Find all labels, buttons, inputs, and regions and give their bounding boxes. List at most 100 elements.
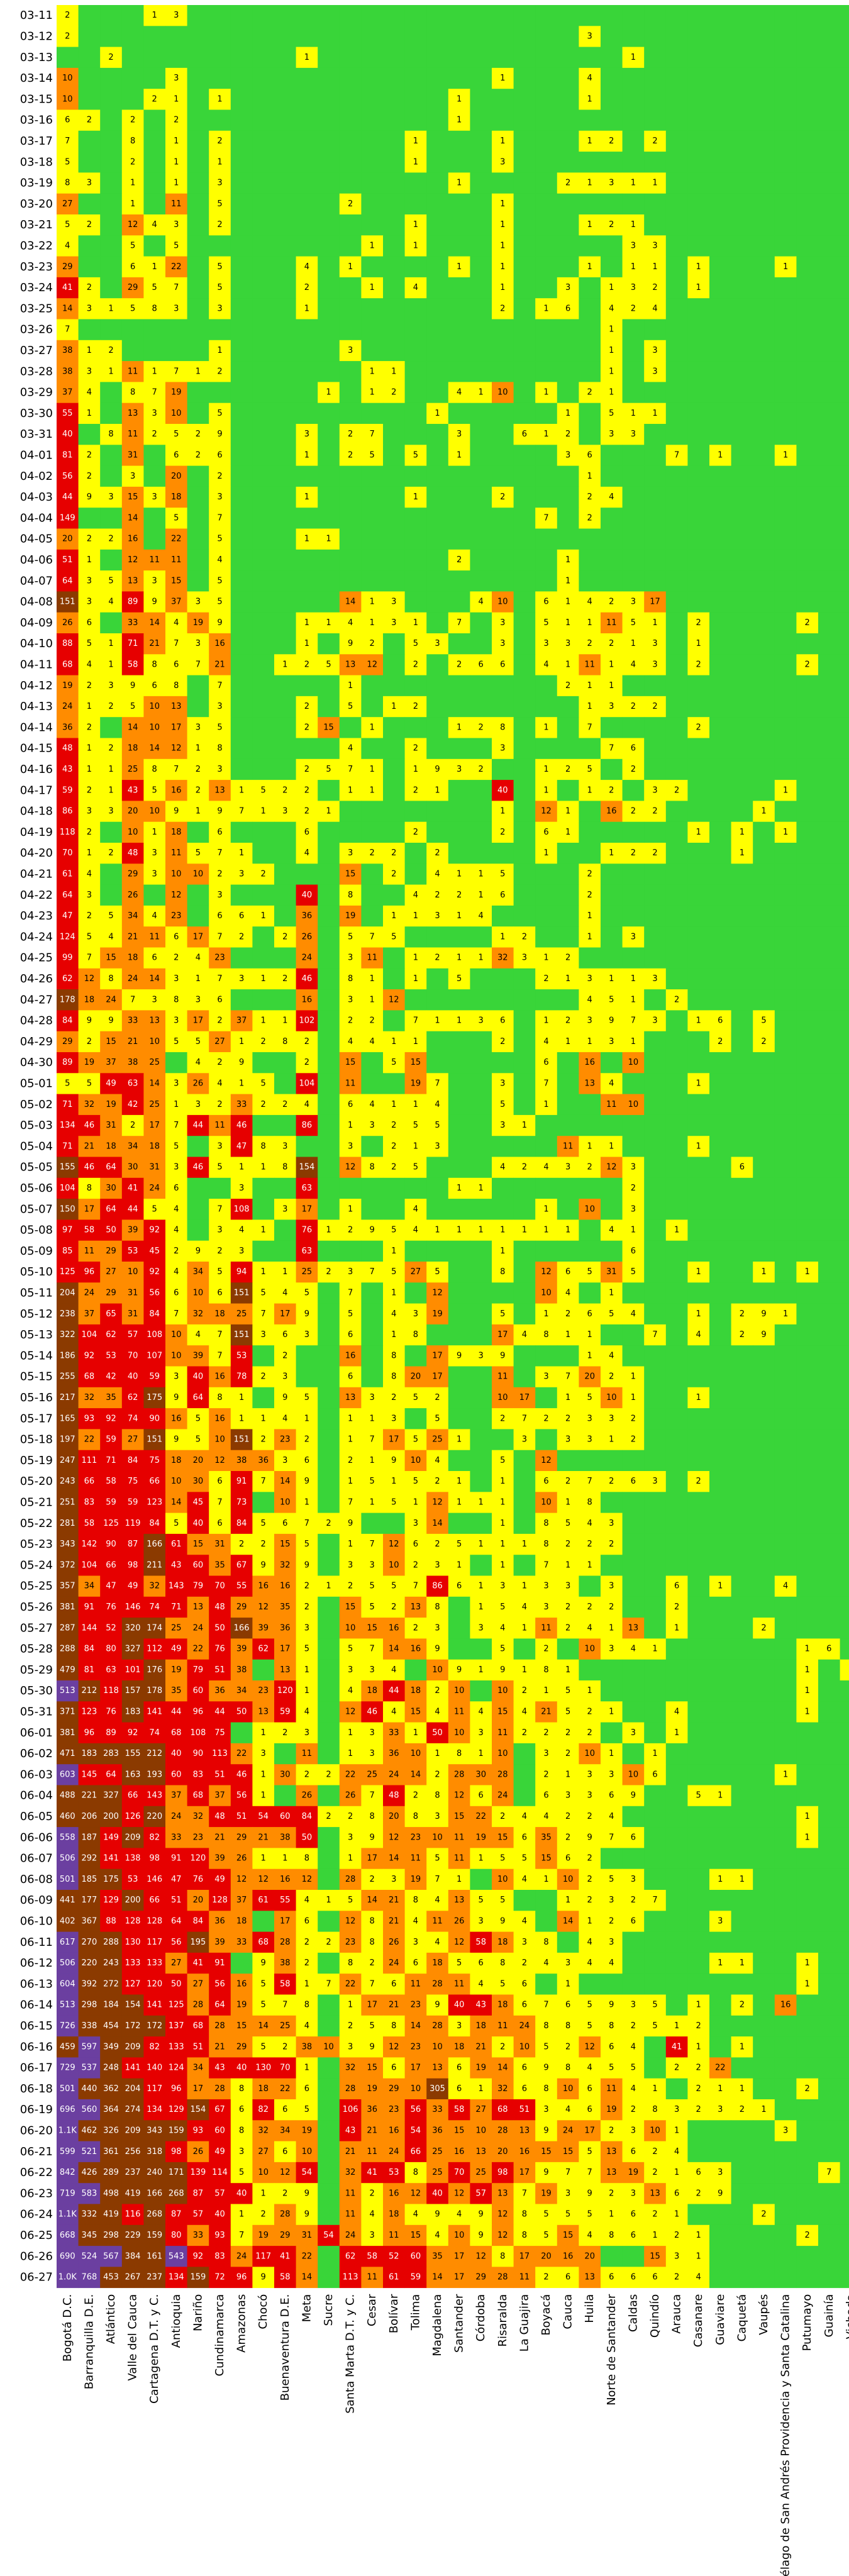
cell-value-label: 79 bbox=[193, 1665, 204, 1675]
heatmap-cell bbox=[318, 382, 340, 404]
cell-value-label: 3 bbox=[282, 1372, 287, 1382]
cell-value-label: 372 bbox=[60, 1560, 75, 1570]
cell-value-label: 6 bbox=[543, 1477, 548, 1486]
cell-value-label: 3 bbox=[543, 1372, 548, 1382]
heatmap-cell bbox=[57, 277, 79, 299]
cell-value-label: 44 bbox=[128, 1204, 138, 1214]
heatmap-cell bbox=[187, 214, 209, 236]
heatmap-cell bbox=[665, 1366, 688, 1388]
cell-value-label: 1 bbox=[500, 1519, 505, 1528]
cell-value-label: 119 bbox=[125, 1519, 141, 1528]
heatmap-cell bbox=[818, 193, 840, 215]
heatmap-cell bbox=[774, 382, 797, 404]
cell-value-label: 3 bbox=[87, 367, 92, 376]
heatmap-cell bbox=[557, 486, 579, 508]
heatmap-cell bbox=[709, 1701, 731, 1723]
heatmap-cell bbox=[252, 402, 275, 425]
cell-value-label: 1 bbox=[696, 1267, 701, 1277]
heatmap-cell bbox=[622, 821, 645, 843]
heatmap-cell bbox=[470, 1262, 492, 1283]
heatmap-cell bbox=[774, 1240, 797, 1262]
cell-value-label: 8 bbox=[500, 723, 505, 732]
heatmap-cell bbox=[753, 905, 775, 927]
cell-value-label: 5 bbox=[500, 1100, 505, 1109]
heatmap-cell bbox=[143, 298, 166, 319]
cell-value-label: 3 bbox=[196, 995, 201, 1004]
heatmap-cell bbox=[622, 947, 645, 969]
heatmap-cell bbox=[709, 758, 731, 780]
cell-value-label: 6 bbox=[479, 1791, 484, 1801]
heatmap-cell bbox=[252, 130, 275, 152]
heatmap-cell bbox=[796, 1492, 819, 1513]
cell-value-label: 113 bbox=[212, 1749, 228, 1758]
cell-value-label: 5 bbox=[435, 1121, 440, 1130]
heatmap-cell bbox=[644, 361, 667, 382]
cell-value-label: 3 bbox=[217, 765, 222, 774]
heatmap-cell bbox=[230, 1722, 253, 1744]
heatmap-cell bbox=[796, 319, 819, 341]
cell-value-label: 3 bbox=[565, 1435, 570, 1445]
heatmap-cell bbox=[818, 1240, 840, 1262]
cell-value-label: 2 bbox=[565, 1540, 570, 1549]
cell-value-label: 3 bbox=[282, 807, 287, 816]
cell-value-label: 6 bbox=[174, 450, 179, 460]
heatmap-cell bbox=[187, 570, 209, 592]
cell-value-label: 104 bbox=[299, 1079, 314, 1088]
heatmap-cell bbox=[579, 821, 601, 843]
heatmap-cell bbox=[644, 1303, 667, 1325]
heatmap-cell bbox=[383, 5, 405, 26]
heatmap-cell bbox=[361, 486, 384, 508]
heatmap-cell bbox=[687, 172, 710, 194]
cell-value-label: 4 bbox=[609, 1226, 614, 1235]
cell-value-label: 5 bbox=[174, 1519, 179, 1528]
heatmap-cell bbox=[121, 340, 144, 362]
heatmap-cell bbox=[601, 402, 623, 425]
cell-value-label: 23 bbox=[411, 1833, 421, 1842]
heatmap-cell bbox=[709, 1806, 731, 1828]
cell-value-label: 4 bbox=[413, 891, 418, 900]
cell-value-label: 7 bbox=[174, 765, 179, 774]
cell-value-label: 1 bbox=[152, 11, 157, 20]
heatmap-cell bbox=[796, 528, 819, 550]
heatmap-cell bbox=[513, 1031, 536, 1053]
cell-value-label: 4 bbox=[304, 1100, 309, 1109]
heatmap-cell bbox=[557, 130, 579, 152]
cell-value-label: 2 bbox=[108, 53, 113, 62]
cell-value-label: 4 bbox=[304, 262, 309, 272]
heatmap-cell bbox=[470, 445, 492, 466]
heatmap-cell bbox=[143, 172, 166, 194]
cell-value-label: 3 bbox=[543, 1582, 548, 1591]
heatmap-cell bbox=[383, 780, 405, 801]
heatmap-cell bbox=[187, 277, 209, 299]
cell-value-label: 41 bbox=[62, 283, 73, 292]
cell-value-label: 2 bbox=[304, 765, 309, 774]
cell-value-label: 5 bbox=[108, 576, 113, 586]
heatmap-cell bbox=[230, 319, 253, 341]
heatmap-cell bbox=[840, 1240, 849, 1262]
heatmap-cell bbox=[535, 256, 558, 278]
heatmap-cell bbox=[665, 1743, 688, 1765]
heatmap-cell bbox=[774, 1618, 797, 1639]
cell-value-label: 30 bbox=[128, 1163, 138, 1172]
cell-value-label: 2 bbox=[631, 304, 636, 313]
cell-value-label: 166 bbox=[147, 1540, 162, 1549]
cell-value-label: 37 bbox=[236, 1016, 247, 1026]
cell-value-label: 1 bbox=[261, 1854, 266, 1863]
heatmap-cell bbox=[448, 989, 470, 1011]
heatmap-cell bbox=[274, 382, 296, 404]
heatmap-cell bbox=[78, 402, 101, 425]
heatmap-cell bbox=[57, 109, 79, 131]
heatmap-cell bbox=[296, 319, 318, 341]
heatmap-cell bbox=[296, 1136, 318, 1157]
heatmap-cell bbox=[448, 1303, 470, 1325]
cell-value-label: 21 bbox=[128, 932, 138, 941]
heatmap-cell bbox=[622, 863, 645, 885]
heatmap-cell bbox=[687, 1199, 710, 1220]
heatmap-cell bbox=[404, 591, 427, 613]
cell-value-label: 5 bbox=[130, 702, 135, 711]
cell-value-label: 1 bbox=[631, 995, 636, 1004]
cell-value-label: 15 bbox=[280, 1540, 291, 1549]
cell-value-label: 7 bbox=[217, 1330, 222, 1340]
heatmap-cell bbox=[426, 926, 449, 948]
heatmap-cell bbox=[818, 1533, 840, 1555]
